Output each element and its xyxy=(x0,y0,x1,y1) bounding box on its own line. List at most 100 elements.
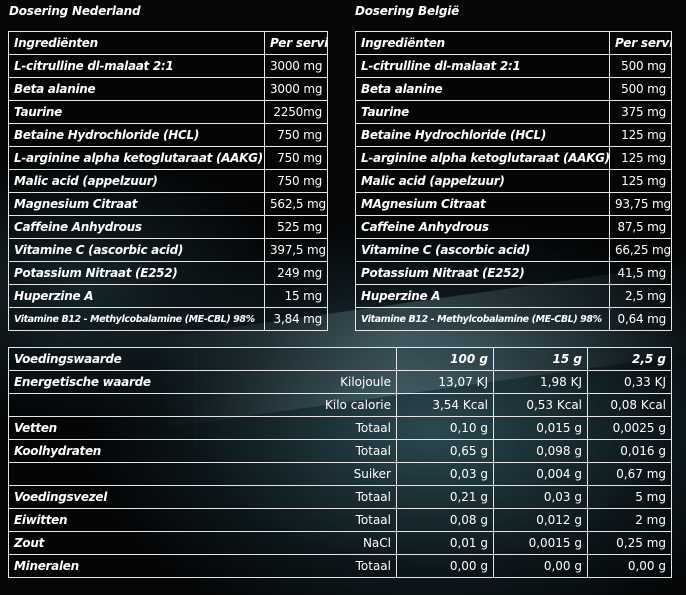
be-header-serving: Per serving 2,5 g xyxy=(609,31,672,55)
ingredient-amount: 2250mg xyxy=(264,100,328,124)
ingredient-amount: 3,84 mg xyxy=(264,307,328,331)
table-row: MAgnesium Citraat 93,75 mg xyxy=(355,192,672,216)
nutrition-header-unit xyxy=(196,347,397,371)
ingredient-name: MAgnesium Citraat xyxy=(355,192,610,216)
table-row: Malic acid (appelzuur) 125 mg xyxy=(355,169,672,193)
ingredient-name: Malic acid (appelzuur) xyxy=(8,169,265,193)
table-row: Potassium Nitraat (E252) 41,5 mg xyxy=(355,261,672,285)
ingredient-name: Potassium Nitraat (E252) xyxy=(355,261,610,285)
table-row: L-arginine alpha ketoglutaraat (AAKG) 125… xyxy=(355,146,672,170)
value-15g: 0,004 g xyxy=(493,462,588,486)
ingredient-amount: 750 mg xyxy=(264,123,328,147)
table-row: Taurine 375 mg xyxy=(355,100,672,124)
table-row: Huperzine A 2,5 mg xyxy=(355,284,672,308)
value-2-5g: 0,25 mg xyxy=(587,531,672,555)
value-2-5g: 0,00 g xyxy=(587,554,672,578)
table-row: Beta alanine 3000 mg xyxy=(8,77,328,101)
nutrient-unit: NaCl xyxy=(196,531,397,555)
value-15g: 0,0015 g xyxy=(493,531,588,555)
value-100g: 0,00 g xyxy=(396,554,494,578)
table-row: Huperzine A 15 mg xyxy=(8,284,328,308)
nutrition-table: Voedingswaarde 100 g 15 g 2,5 g Energeti… xyxy=(8,347,672,578)
ingredient-name: Malic acid (appelzuur) xyxy=(355,169,610,193)
value-15g: 0,015 g xyxy=(493,416,588,440)
table-row: L-arginine alpha ketoglutaraat (AAKG) 750… xyxy=(8,146,328,170)
ingredient-amount: 750 mg xyxy=(264,169,328,193)
ingredient-name: Beta alanine xyxy=(355,77,610,101)
ingredient-amount: 397,5 mg xyxy=(264,238,328,262)
nutrition-header-100g: 100 g xyxy=(396,347,494,371)
value-100g: 0,08 g xyxy=(396,508,494,532)
nutrient-unit: Totaal xyxy=(196,416,397,440)
nutrient-unit: Kilo calorie xyxy=(196,393,397,417)
ingredient-name: Vitamine B12 - Methylcobalamine (ME-CBL)… xyxy=(8,307,265,331)
value-15g: 0,53 Kcal xyxy=(493,393,588,417)
table-row: Caffeine Anhydrous 525 mg xyxy=(8,215,328,239)
ingredient-amount: 2,5 mg xyxy=(609,284,672,308)
ingredient-name: L-citrulline dl-malaat 2:1 xyxy=(355,54,610,78)
ingredient-name: Betaine Hydrochloride (HCL) xyxy=(355,123,610,147)
table-row: L-citrulline dl-malaat 2:1 3000 mg xyxy=(8,54,328,78)
value-100g: 13,07 KJ xyxy=(396,370,494,394)
table-row: Potassium Nitraat (E252) 249 mg xyxy=(8,261,328,285)
ingredient-name: Magnesium Citraat xyxy=(8,192,265,216)
ingredient-amount: 249 mg xyxy=(264,261,328,285)
ingredient-amount: 3000 mg xyxy=(264,77,328,101)
ingredient-name: Vitamine B12 - Methylcobalamine (ME-CBL)… xyxy=(355,307,610,331)
ingredient-amount: 562,5 mg xyxy=(264,192,328,216)
ingredient-amount: 41,5 mg xyxy=(609,261,672,285)
ingredient-name: Vitamine C (ascorbic acid) xyxy=(8,238,265,262)
value-2-5g: 0,016 g xyxy=(587,439,672,463)
ingredient-amount: 500 mg xyxy=(609,54,672,78)
ingredient-amount: 87,5 mg xyxy=(609,215,672,239)
table-row: Betaine Hydrochloride (HCL) 125 mg xyxy=(355,123,672,147)
table-row: Vitamine B12 - Methylcobalamine (ME-CBL)… xyxy=(8,307,328,331)
table-row: Caffeine Anhydrous 87,5 mg xyxy=(355,215,672,239)
ingredient-amount: 66,25 mg xyxy=(609,238,672,262)
value-2-5g: 0,67 mg xyxy=(587,462,672,486)
value-100g: 0,21 g xyxy=(396,485,494,509)
ingredient-amount: 15 mg xyxy=(264,284,328,308)
nutrient-unit: Suiker xyxy=(196,462,397,486)
nutrient-name xyxy=(8,393,197,417)
ingredient-amount: 525 mg xyxy=(264,215,328,239)
value-100g: 0,03 g xyxy=(396,462,494,486)
ingredient-name: L-arginine alpha ketoglutaraat (AAKG) xyxy=(8,146,265,170)
nutrient-name: Energetische waarde xyxy=(8,370,197,394)
table-row: Vitamine B12 - Methylcobalamine (ME-CBL)… xyxy=(355,307,672,331)
nutrition-header: Voedingswaarde 100 g 15 g 2,5 g xyxy=(8,347,672,371)
table-row: Zout NaCl 0,01 g 0,0015 g 0,25 mg xyxy=(8,531,672,555)
value-100g: 0,10 g xyxy=(396,416,494,440)
be-dosage-title: Dosering België xyxy=(355,4,460,18)
nl-header-serving: Per serving 15 g xyxy=(264,31,328,55)
ingredient-name: Huperzine A xyxy=(355,284,610,308)
ingredient-amount: 3000 mg xyxy=(264,54,328,78)
ingredient-amount: 125 mg xyxy=(609,146,672,170)
value-15g: 0,012 g xyxy=(493,508,588,532)
value-2-5g: 2 mg xyxy=(587,508,672,532)
table-row: Koolhydraten Totaal 0,65 g 0,098 g 0,016… xyxy=(8,439,672,463)
value-100g: 3,54 Kcal xyxy=(396,393,494,417)
nutrition-header-2-5g: 2,5 g xyxy=(587,347,672,371)
table-row: Energetische waarde Kilojoule 13,07 KJ 1… xyxy=(8,370,672,394)
nutrient-name: Eiwitten xyxy=(8,508,197,532)
table-row: Vitamine C (ascorbic acid) 397,5 mg xyxy=(8,238,328,262)
ingredient-amount: 375 mg xyxy=(609,100,672,124)
value-15g: 0,098 g xyxy=(493,439,588,463)
nl-ingredients-table: Ingrediënten Per serving 15 g L-citrulli… xyxy=(8,31,328,331)
ingredient-amount: 125 mg xyxy=(609,123,672,147)
table-row: Eiwitten Totaal 0,08 g 0,012 g 2 mg xyxy=(8,508,672,532)
ingredient-amount: 750 mg xyxy=(264,146,328,170)
be-table-header: Ingrediënten Per serving 2,5 g xyxy=(355,31,672,55)
nutrient-name xyxy=(8,462,197,486)
nutrition-header-label: Voedingswaarde xyxy=(8,347,197,371)
nutrient-name: Voedingsvezel xyxy=(8,485,197,509)
table-row: Kilo calorie 3,54 Kcal 0,53 Kcal 0,08 Kc… xyxy=(8,393,672,417)
ingredient-name: Beta alanine xyxy=(8,77,265,101)
table-row: Malic acid (appelzuur) 750 mg xyxy=(8,169,328,193)
nutrient-unit: Totaal xyxy=(196,485,397,509)
nutrient-name: Zout xyxy=(8,531,197,555)
table-row: Taurine 2250mg xyxy=(8,100,328,124)
ingredient-name: Vitamine C (ascorbic acid) xyxy=(355,238,610,262)
ingredient-name: Betaine Hydrochloride (HCL) xyxy=(8,123,265,147)
